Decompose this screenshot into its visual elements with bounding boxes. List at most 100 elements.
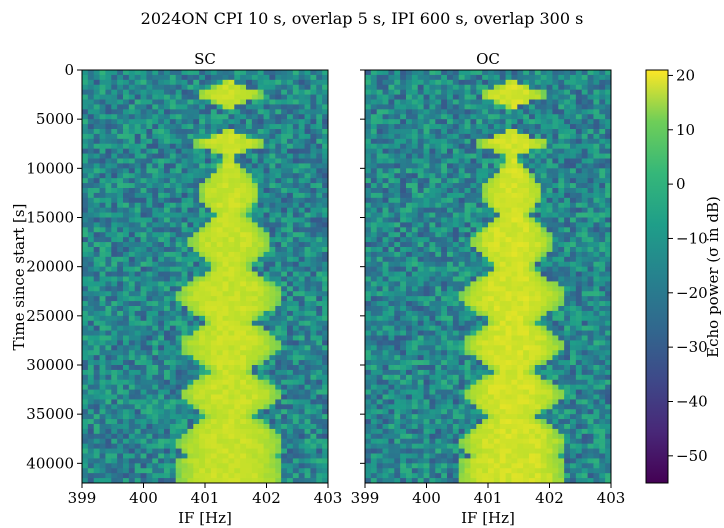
heatmap-cell <box>322 379 329 386</box>
heatmap-cell <box>263 384 270 390</box>
heatmap-cell <box>222 109 229 115</box>
heatmap-cell <box>246 197 253 204</box>
heatmap-cell <box>370 70 378 76</box>
heatmap-cell <box>140 148 147 154</box>
heatmap-cell <box>605 227 612 233</box>
heatmap-cell <box>99 330 106 336</box>
heatmap-cell <box>470 192 477 199</box>
heatmap-cell <box>234 301 241 307</box>
heatmap-cell <box>263 94 270 100</box>
heatmap-cell <box>304 84 311 91</box>
heatmap-cell <box>205 424 212 430</box>
heatmap-cell <box>287 256 294 263</box>
heatmap-cell <box>128 227 136 233</box>
heatmap-cell <box>269 266 276 272</box>
heatmap-cell <box>310 153 317 159</box>
heatmap-cell <box>99 138 106 145</box>
heatmap-cell <box>146 222 153 228</box>
heatmap-cell <box>411 212 419 218</box>
heatmap-cell <box>111 251 118 258</box>
heatmap-cell <box>394 197 401 204</box>
heatmap-cell <box>123 438 130 445</box>
heatmap-cell <box>234 315 241 322</box>
heatmap-cell <box>558 232 565 238</box>
heatmap-cell <box>205 227 212 233</box>
heatmap-cell <box>87 133 95 140</box>
heatmap-cell <box>441 138 448 145</box>
heatmap-cell <box>134 104 141 110</box>
heatmap-cell <box>298 242 305 248</box>
heatmap-cell <box>123 153 130 159</box>
heatmap-cell <box>99 232 106 238</box>
heatmap-cell <box>93 222 100 228</box>
heatmap-cell <box>187 468 194 474</box>
heatmap-cell <box>93 168 100 174</box>
heatmap-cell <box>216 424 223 430</box>
heatmap-cell <box>394 94 401 100</box>
heatmap-cell <box>187 192 194 199</box>
heatmap-cell <box>257 325 264 331</box>
heatmap-cell <box>304 129 311 135</box>
heatmap-cell <box>152 458 159 464</box>
heatmap-cell <box>152 296 159 302</box>
heatmap-cell <box>529 99 536 105</box>
heatmap-cell <box>429 99 436 105</box>
heatmap-cell <box>199 438 206 445</box>
heatmap-cell <box>488 74 495 81</box>
heatmap-cell <box>452 192 460 199</box>
heatmap-cell <box>246 247 253 253</box>
heatmap-cell <box>117 133 124 140</box>
heatmap-cell <box>310 232 317 238</box>
heatmap-cell <box>222 148 229 154</box>
heatmap-cell <box>240 143 247 150</box>
heatmap-cell <box>169 310 177 317</box>
heatmap-cell <box>93 148 100 154</box>
heatmap-cell <box>246 384 253 390</box>
heatmap-cell <box>117 468 124 474</box>
heatmap-cell <box>187 463 194 469</box>
heatmap-cell <box>169 414 177 420</box>
heatmap-cell <box>93 89 100 95</box>
heatmap-cell <box>146 453 153 459</box>
heatmap-cell <box>447 114 454 120</box>
heatmap-cell <box>316 473 323 479</box>
heatmap-cell <box>169 409 177 415</box>
heatmap-cell <box>552 148 559 154</box>
heatmap-cell <box>164 129 171 135</box>
heatmap-cell <box>134 291 141 297</box>
heatmap-cell <box>464 104 471 110</box>
heatmap-cell <box>228 448 235 454</box>
heatmap-cell <box>476 158 483 164</box>
heatmap-cell <box>322 256 329 263</box>
heatmap-cell <box>376 143 383 150</box>
heatmap-cell <box>251 335 259 341</box>
heatmap-cell <box>152 281 159 287</box>
heatmap-cell <box>158 271 165 277</box>
heatmap-cell <box>152 345 159 351</box>
heatmap-cell <box>269 369 276 376</box>
heatmap-oc <box>365 70 612 484</box>
heatmap-cell <box>82 129 89 135</box>
heatmap-cell <box>546 114 553 120</box>
heatmap-cell <box>523 133 530 140</box>
heatmap-cell <box>82 217 89 223</box>
heatmap-cell <box>146 242 153 248</box>
heatmap-cell <box>429 227 436 233</box>
heatmap-cell <box>257 148 264 154</box>
heatmap-cell <box>181 281 188 287</box>
heatmap-cell <box>199 458 206 464</box>
heatmap-cell <box>175 261 182 268</box>
heatmap-cell <box>452 94 460 100</box>
heatmap-cell <box>222 168 229 174</box>
heatmap-cell <box>99 389 106 395</box>
heatmap-cell <box>411 79 419 86</box>
heatmap-cell <box>316 207 323 213</box>
heatmap-cell <box>111 419 118 425</box>
heatmap-cell <box>210 148 218 154</box>
heatmap-cell <box>464 89 471 95</box>
heatmap-cell <box>199 379 206 386</box>
heatmap-cell <box>511 79 518 86</box>
heatmap-cell <box>105 74 112 81</box>
heatmap-cell <box>493 192 501 199</box>
heatmap-cell <box>534 109 542 115</box>
